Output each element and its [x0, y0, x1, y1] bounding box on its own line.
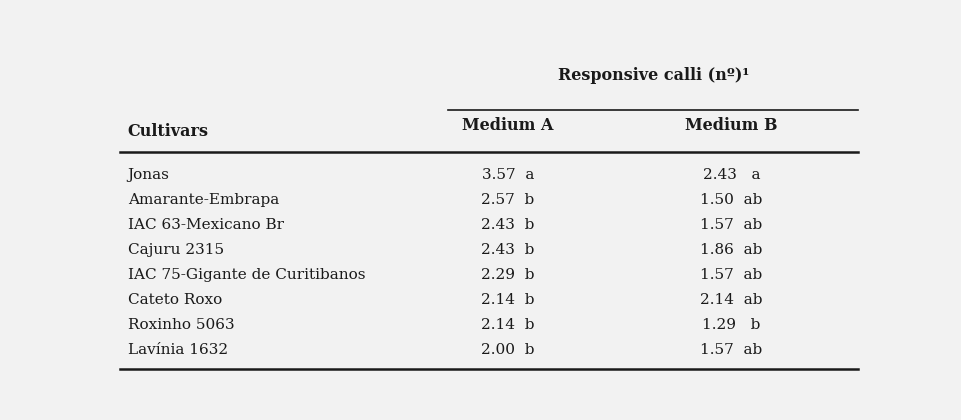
- Text: Amarante-Embrapa: Amarante-Embrapa: [128, 193, 279, 207]
- Text: 2.14  b: 2.14 b: [480, 318, 534, 332]
- Text: IAC 75-Gigante de Curitibanos: IAC 75-Gigante de Curitibanos: [128, 268, 365, 282]
- Text: Cajuru 2315: Cajuru 2315: [128, 243, 224, 257]
- Text: Jonas: Jonas: [128, 168, 169, 182]
- Text: Cultivars: Cultivars: [128, 123, 209, 140]
- Text: 2.43  b: 2.43 b: [480, 243, 534, 257]
- Text: 1.50  ab: 1.50 ab: [700, 193, 762, 207]
- Text: 1.57  ab: 1.57 ab: [700, 343, 762, 357]
- Text: 2.14  b: 2.14 b: [480, 293, 534, 307]
- Text: 3.57  a: 3.57 a: [481, 168, 533, 182]
- Text: 2.43   a: 2.43 a: [702, 168, 759, 182]
- Text: IAC 63-Mexicano Br: IAC 63-Mexicano Br: [128, 218, 283, 232]
- Text: 1.29   b: 1.29 b: [702, 318, 760, 332]
- Text: Cateto Roxo: Cateto Roxo: [128, 293, 222, 307]
- Text: Responsive calli (nº)¹: Responsive calli (nº)¹: [557, 66, 749, 84]
- Text: Roxinho 5063: Roxinho 5063: [128, 318, 234, 332]
- Text: 2.43  b: 2.43 b: [480, 218, 534, 232]
- Text: 2.14  ab: 2.14 ab: [700, 293, 762, 307]
- Text: 2.29  b: 2.29 b: [480, 268, 534, 282]
- Text: 1.57  ab: 1.57 ab: [700, 218, 762, 232]
- Text: Medium A: Medium A: [461, 117, 554, 134]
- Text: Lavínia 1632: Lavínia 1632: [128, 343, 228, 357]
- Text: Medium B: Medium B: [684, 117, 777, 134]
- Text: 1.57  ab: 1.57 ab: [700, 268, 762, 282]
- Text: 1.86  ab: 1.86 ab: [700, 243, 762, 257]
- Text: 2.00  b: 2.00 b: [480, 343, 534, 357]
- Text: 2.57  b: 2.57 b: [480, 193, 534, 207]
